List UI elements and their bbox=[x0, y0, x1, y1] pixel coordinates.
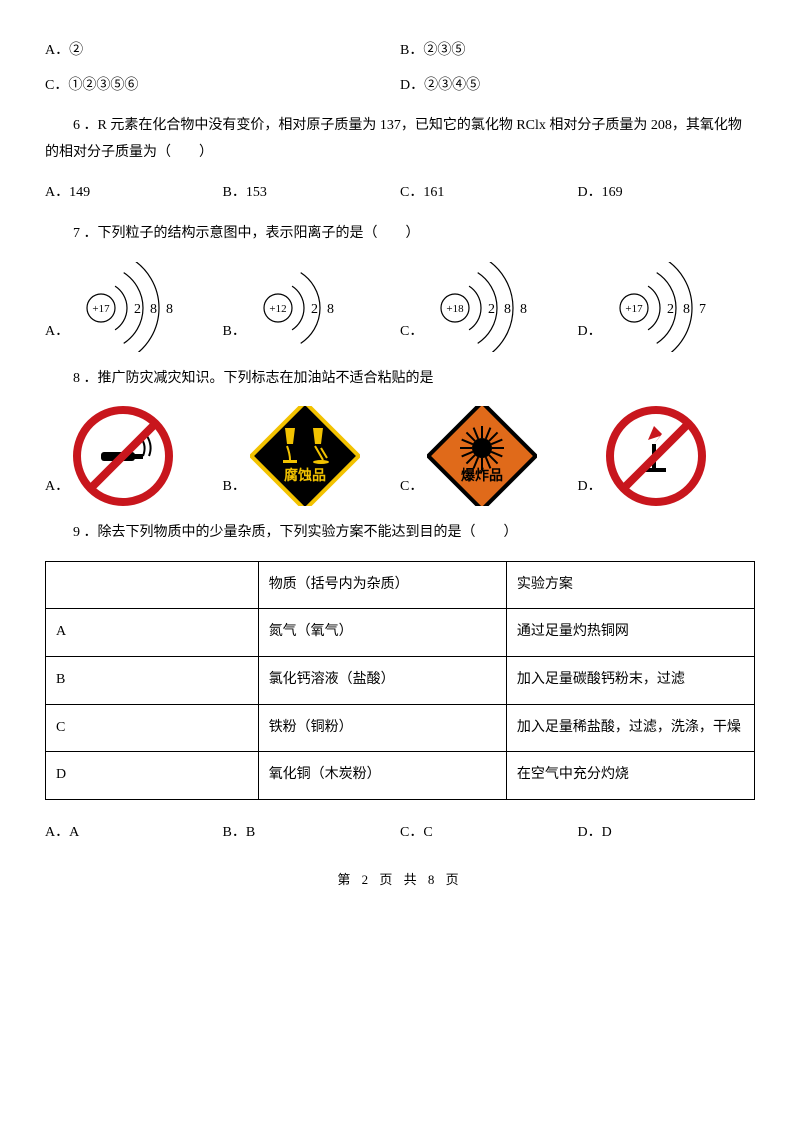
svg-text:8: 8 bbox=[520, 302, 527, 317]
opt-label-d: D． bbox=[578, 474, 602, 501]
q5-opt-c: C．①②③⑤⑥ bbox=[45, 73, 400, 100]
opt-label-c: C． bbox=[400, 319, 423, 346]
table-cell: 通过足量灼热铜网 bbox=[506, 609, 754, 657]
table-cell: C bbox=[46, 704, 259, 752]
q9-opt-b: B．B bbox=[223, 820, 401, 847]
q8-options: A． B． 腐蚀品 C． bbox=[45, 406, 755, 506]
svg-text:8: 8 bbox=[683, 302, 690, 317]
q6-opt-b: B．153 bbox=[223, 180, 401, 207]
q8-text: 8 ．推广防灾减灾知识。下列标志在加油站不适合粘贴的是 bbox=[45, 366, 755, 393]
svg-text:2: 2 bbox=[667, 302, 674, 317]
page-footer: 第 2 页 共 8 页 bbox=[45, 868, 755, 893]
q6-opt-a: A．149 bbox=[45, 180, 223, 207]
table-cell: A bbox=[46, 609, 259, 657]
q5-options: A．② B．②③⑤ bbox=[45, 38, 755, 65]
table-row: A 氮气（氧气） 通过足量灼热铜网 bbox=[46, 609, 755, 657]
opt-label-a: A． bbox=[45, 474, 69, 501]
table-cell: 加入足量碳酸钙粉末，过滤 bbox=[506, 656, 754, 704]
explosive-sign-icon: 爆炸品 bbox=[427, 406, 537, 506]
table-cell bbox=[46, 561, 259, 609]
q8-opt-b: B． 腐蚀品 bbox=[223, 406, 401, 506]
q6-opt-d: D．169 bbox=[578, 180, 756, 207]
svg-text:爆炸品: 爆炸品 bbox=[461, 467, 503, 483]
q5-opt-a: A．② bbox=[45, 38, 400, 65]
table-row: 物质（括号内为杂质） 实验方案 bbox=[46, 561, 755, 609]
svg-text:+18: +18 bbox=[447, 303, 465, 315]
table-header-plan: 实验方案 bbox=[506, 561, 754, 609]
table-cell: 加入足量稀盐酸，过滤，洗涤，干燥 bbox=[506, 704, 754, 752]
table-cell: 氮气（氧气） bbox=[258, 609, 506, 657]
q7-opt-b: B． +12 28 bbox=[223, 262, 401, 352]
opt-label-a: A． bbox=[45, 319, 69, 346]
svg-text:2: 2 bbox=[311, 302, 318, 317]
q9-text: 9 ．除去下列物质中的少量杂质，下列实验方案不能达到目的是（ ） bbox=[45, 520, 755, 547]
svg-text:8: 8 bbox=[327, 302, 334, 317]
q9-opt-d: D．D bbox=[578, 820, 756, 847]
opt-label-b: B． bbox=[223, 474, 246, 501]
table-header-substance: 物质（括号内为杂质） bbox=[258, 561, 506, 609]
svg-text:+17: +17 bbox=[93, 303, 111, 315]
q5-opt-b: B．②③⑤ bbox=[400, 38, 755, 65]
no-open-flame-icon bbox=[606, 406, 706, 506]
q8-opt-a: A． bbox=[45, 406, 223, 506]
table-cell: 氧化铜（木炭粉） bbox=[258, 752, 506, 800]
svg-text:2: 2 bbox=[488, 302, 495, 317]
svg-text:2: 2 bbox=[134, 302, 141, 317]
q7-options: A． +17288 B． +1228 C． +18288 D． +17287 bbox=[45, 262, 755, 352]
svg-text:8: 8 bbox=[504, 302, 511, 317]
svg-text:8: 8 bbox=[150, 302, 157, 317]
q7-opt-d: D． +17 287 bbox=[578, 262, 756, 352]
table-cell: 在空气中充分灼烧 bbox=[506, 752, 754, 800]
table-cell: 氯化钙溶液（盐酸） bbox=[258, 656, 506, 704]
svg-text:7: 7 bbox=[699, 302, 706, 317]
table-row: D 氧化铜（木炭粉） 在空气中充分灼烧 bbox=[46, 752, 755, 800]
q9-opt-a: A．A bbox=[45, 820, 223, 847]
q7-opt-a: A． +17288 bbox=[45, 262, 223, 352]
q9-options: A．A B．B C．C D．D bbox=[45, 820, 755, 847]
q9-table: 物质（括号内为杂质） 实验方案 A 氮气（氧气） 通过足量灼热铜网 B 氯化钙溶… bbox=[45, 561, 755, 800]
q6-options: A．149 B．153 C．161 D．169 bbox=[45, 180, 755, 207]
svg-text:+12: +12 bbox=[269, 303, 286, 315]
q5-options-row2: C．①②③⑤⑥ D．②③④⑤ bbox=[45, 73, 755, 100]
atom-diagram-icon: +17 287 bbox=[606, 262, 746, 352]
table-row: B 氯化钙溶液（盐酸） 加入足量碳酸钙粉末，过滤 bbox=[46, 656, 755, 704]
opt-label-b: B． bbox=[223, 319, 246, 346]
table-cell: 铁粉（铜粉） bbox=[258, 704, 506, 752]
q5-opt-d: D．②③④⑤ bbox=[400, 73, 755, 100]
atom-diagram-icon: +17288 bbox=[73, 262, 213, 352]
q6-text: 6 ．R 元素在化合物中没有变价，相对原子质量为 137，已知它的氯化物 RCl… bbox=[45, 113, 755, 166]
svg-text:+17: +17 bbox=[625, 303, 643, 315]
table-cell: D bbox=[46, 752, 259, 800]
no-smoking-icon bbox=[73, 406, 173, 506]
atom-diagram-icon: +18288 bbox=[427, 262, 567, 352]
q7-opt-c: C． +18288 bbox=[400, 262, 578, 352]
opt-label-c: C． bbox=[400, 474, 423, 501]
q7-text: 7 ．下列粒子的结构示意图中，表示阳离子的是（ ） bbox=[45, 221, 755, 248]
table-cell: B bbox=[46, 656, 259, 704]
q9-opt-c: C．C bbox=[400, 820, 578, 847]
q8-opt-c: C． 爆炸品 bbox=[400, 406, 578, 506]
svg-text:8: 8 bbox=[166, 302, 173, 317]
table-row: C 铁粉（铜粉） 加入足量稀盐酸，过滤，洗涤，干燥 bbox=[46, 704, 755, 752]
q6-opt-c: C．161 bbox=[400, 180, 578, 207]
svg-text:腐蚀品: 腐蚀品 bbox=[284, 467, 326, 483]
opt-label-d: D． bbox=[578, 319, 602, 346]
atom-diagram-icon: +12 28 bbox=[250, 262, 390, 352]
q8-opt-d: D． bbox=[578, 406, 756, 506]
corrosive-sign-icon: 腐蚀品 bbox=[250, 406, 360, 506]
